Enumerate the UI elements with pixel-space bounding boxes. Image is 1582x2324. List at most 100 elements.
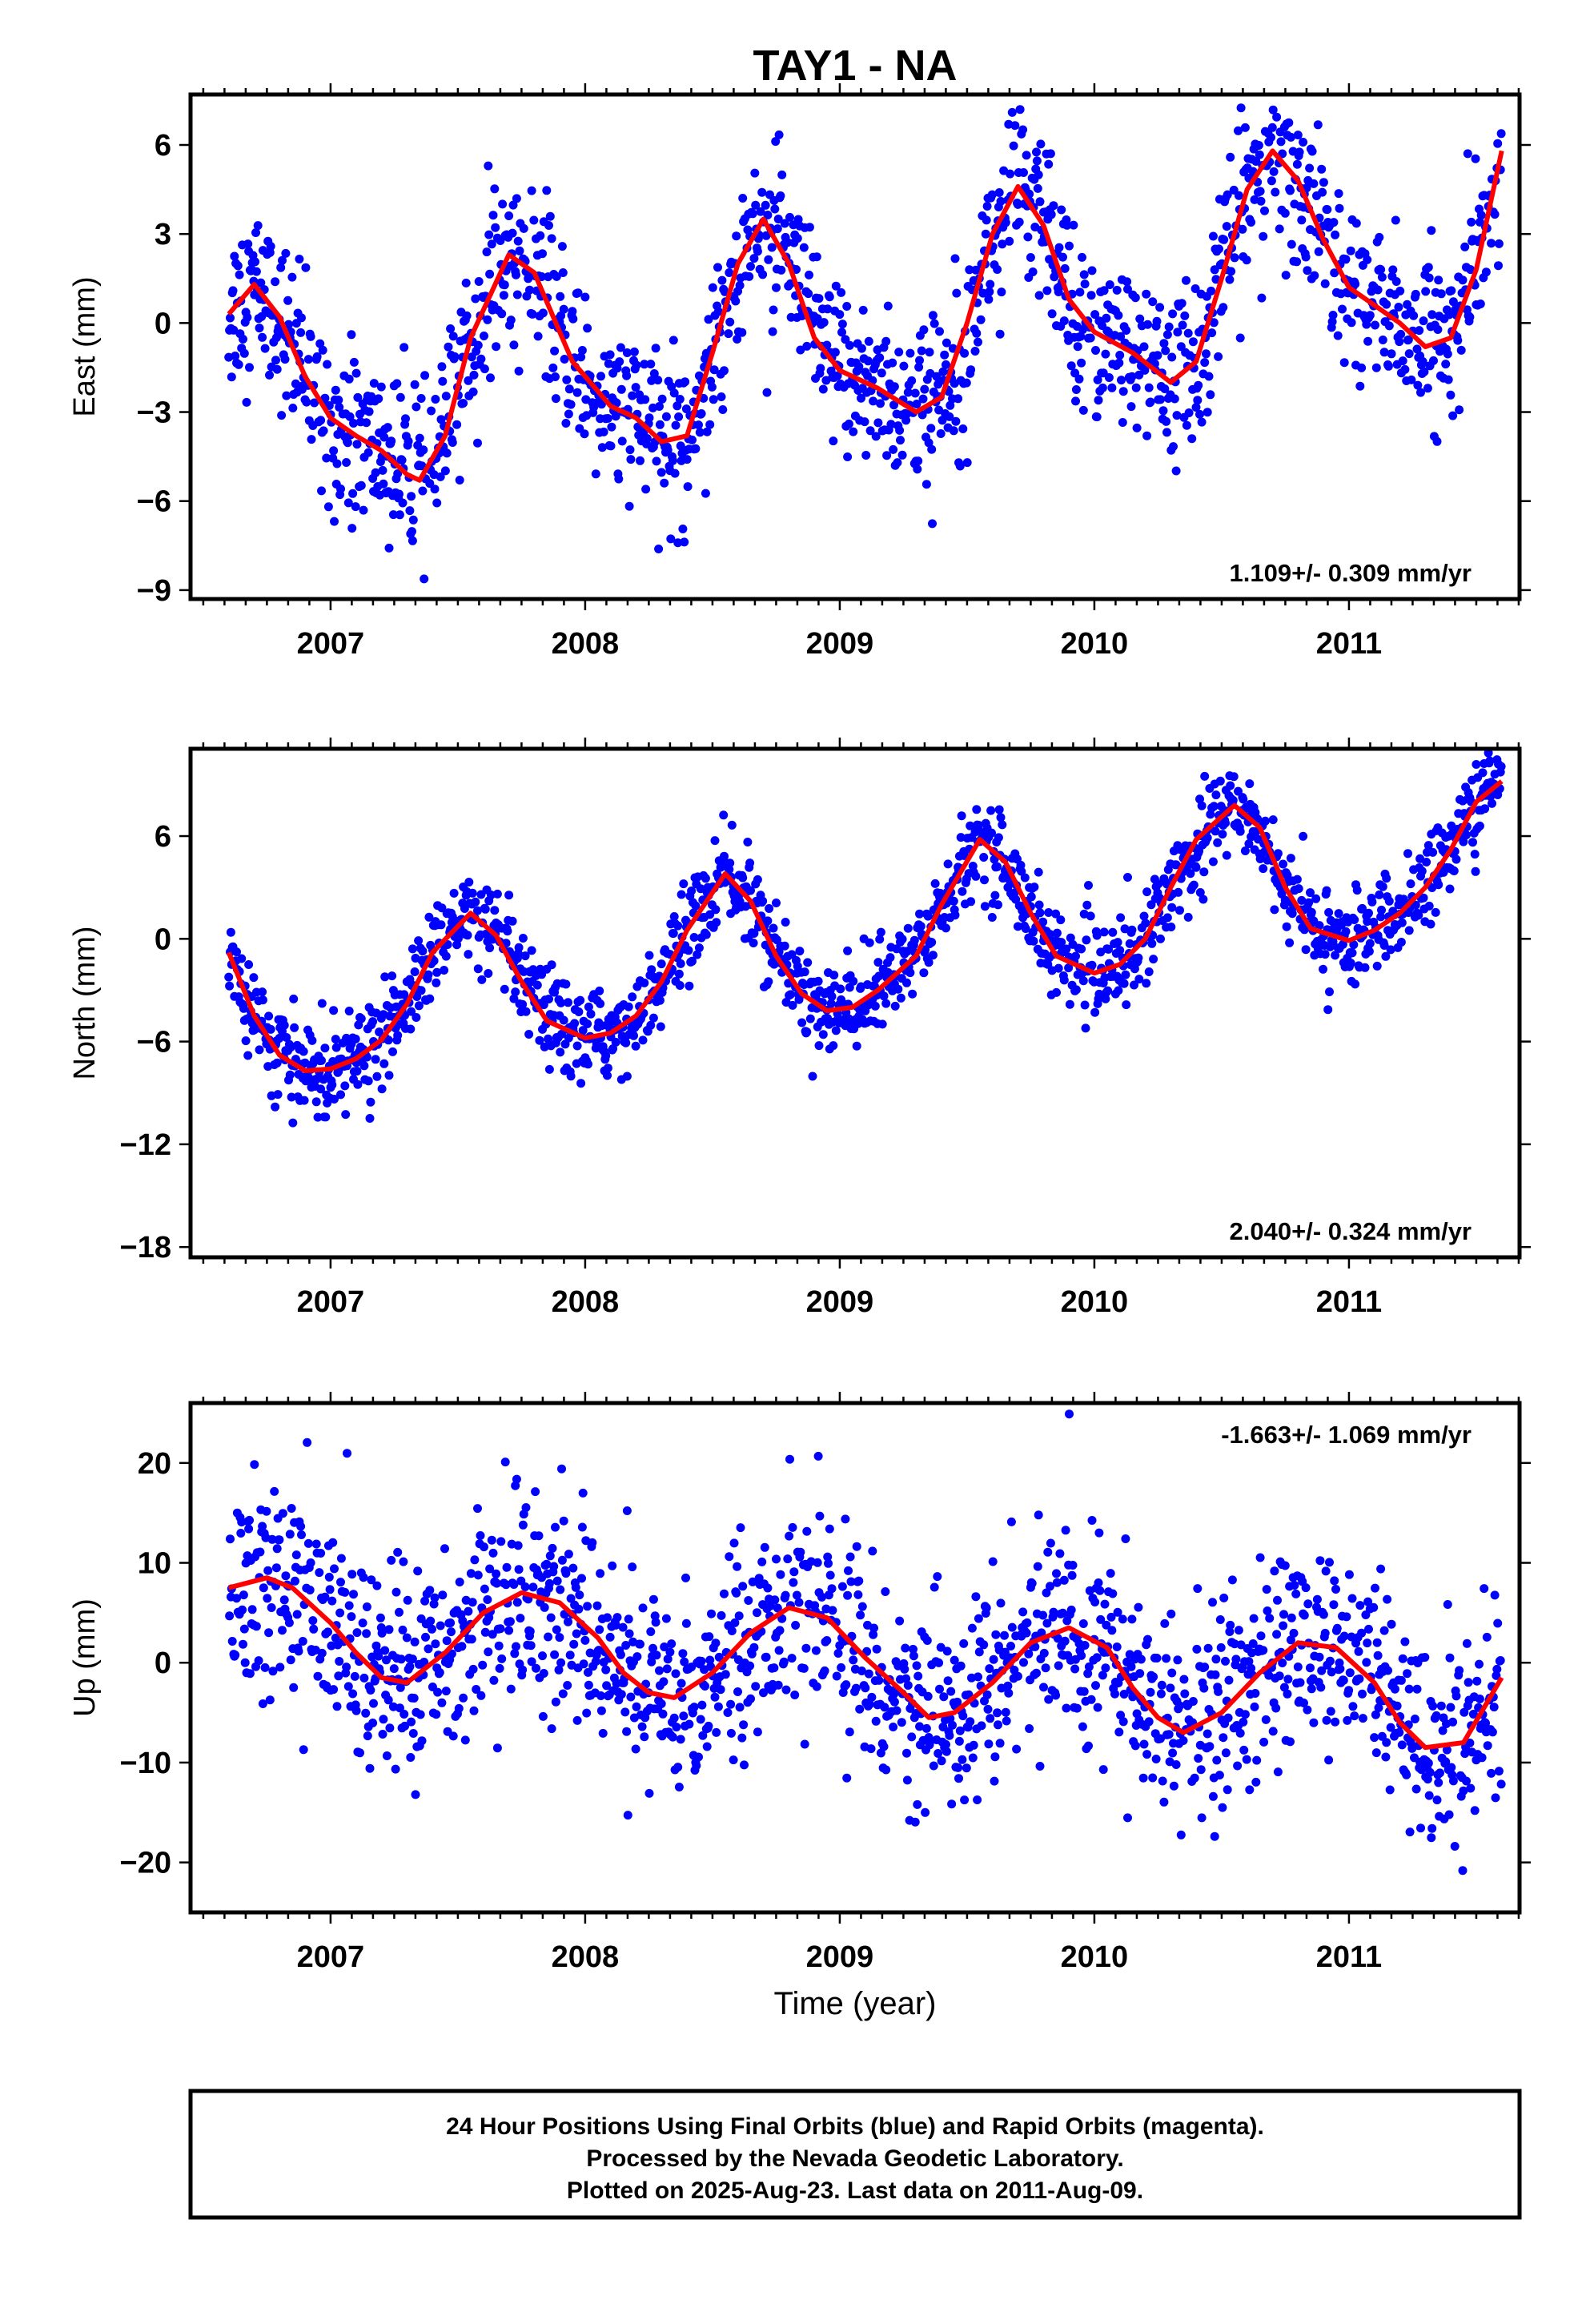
data-point xyxy=(740,1760,749,1770)
data-point xyxy=(1196,1765,1206,1775)
data-point xyxy=(1259,1646,1268,1655)
data-point xyxy=(1051,909,1061,919)
data-point xyxy=(901,1643,910,1653)
data-point xyxy=(249,973,259,983)
data-point xyxy=(1423,263,1433,272)
data-point xyxy=(1301,945,1311,955)
data-point xyxy=(508,916,517,926)
data-point xyxy=(1166,923,1176,931)
data-point xyxy=(1239,794,1248,804)
data-point xyxy=(1032,156,1042,166)
data-point xyxy=(343,498,353,508)
data-point xyxy=(368,1719,378,1727)
data-point xyxy=(982,215,991,225)
data-point xyxy=(939,1692,949,1702)
data-point xyxy=(524,1030,534,1039)
data-point xyxy=(1146,1687,1155,1697)
data-point xyxy=(1131,383,1141,392)
data-point xyxy=(557,1464,566,1474)
data-point xyxy=(1341,927,1351,936)
data-point xyxy=(656,1699,666,1708)
data-point xyxy=(723,1708,733,1717)
data-point xyxy=(954,1736,964,1746)
data-point xyxy=(612,1613,622,1622)
data-point xyxy=(264,1628,274,1638)
data-point xyxy=(827,1584,837,1594)
data-point xyxy=(1006,1642,1015,1651)
data-point xyxy=(267,1534,277,1544)
data-point xyxy=(616,1690,626,1699)
data-point xyxy=(1130,293,1140,303)
data-point xyxy=(1375,890,1384,899)
data-point xyxy=(318,345,327,355)
data-point xyxy=(1099,927,1109,937)
data-point xyxy=(584,1680,593,1690)
data-point xyxy=(762,388,772,397)
data-point xyxy=(1116,913,1126,923)
data-point xyxy=(675,981,685,990)
data-point xyxy=(1108,927,1118,937)
data-point xyxy=(770,1595,780,1605)
data-point xyxy=(447,1627,456,1637)
data-point xyxy=(1448,1776,1458,1786)
data-point xyxy=(555,1633,564,1642)
data-point xyxy=(1423,1759,1433,1768)
data-point xyxy=(437,903,447,913)
data-point xyxy=(420,371,430,380)
data-point xyxy=(226,927,235,937)
x-tick-label: 2008 xyxy=(552,627,620,661)
data-point xyxy=(1077,944,1086,954)
data-point xyxy=(350,1671,359,1681)
data-point xyxy=(492,342,501,352)
data-point xyxy=(1285,938,1295,947)
data-point xyxy=(1098,1671,1107,1680)
data-point xyxy=(915,909,924,919)
data-point xyxy=(502,1562,512,1572)
data-point xyxy=(857,1602,867,1611)
data-point xyxy=(526,1641,536,1651)
data-point xyxy=(1183,912,1193,922)
data-point xyxy=(1442,1745,1452,1755)
data-point xyxy=(1084,1741,1093,1751)
data-point xyxy=(1434,880,1443,890)
data-point xyxy=(583,1019,592,1028)
data-point xyxy=(388,1047,397,1056)
data-point xyxy=(448,438,457,447)
data-point xyxy=(641,485,651,494)
data-point xyxy=(760,1542,769,1552)
data-point xyxy=(382,1751,391,1760)
data-point xyxy=(701,874,710,883)
data-point xyxy=(628,1562,637,1572)
data-point xyxy=(438,376,448,386)
data-point xyxy=(1234,1626,1243,1635)
data-point xyxy=(1054,243,1064,252)
data-point xyxy=(1290,1581,1299,1590)
data-point xyxy=(1162,913,1172,923)
data-point xyxy=(1057,938,1066,947)
data-point xyxy=(1306,1663,1315,1673)
data-point xyxy=(1317,164,1327,174)
data-point xyxy=(897,935,907,944)
data-point xyxy=(881,336,891,346)
data-point xyxy=(897,1718,906,1727)
data-point xyxy=(529,215,539,225)
data-point xyxy=(227,1637,237,1646)
data-point xyxy=(235,270,244,279)
data-point xyxy=(1496,762,1506,771)
data-point xyxy=(1412,1684,1422,1694)
data-point xyxy=(661,1614,671,1623)
data-point xyxy=(1211,1670,1220,1679)
data-point xyxy=(735,280,745,290)
data-point xyxy=(726,1728,736,1738)
data-point xyxy=(238,1605,247,1614)
data-point xyxy=(1183,328,1193,338)
data-point xyxy=(1419,893,1428,903)
data-point xyxy=(291,1576,299,1586)
data-point xyxy=(653,376,663,385)
data-point xyxy=(805,270,813,279)
data-point xyxy=(431,395,440,404)
data-point xyxy=(313,1112,323,1122)
data-point xyxy=(570,1019,580,1028)
data-point xyxy=(974,1647,984,1657)
data-point xyxy=(823,304,833,314)
